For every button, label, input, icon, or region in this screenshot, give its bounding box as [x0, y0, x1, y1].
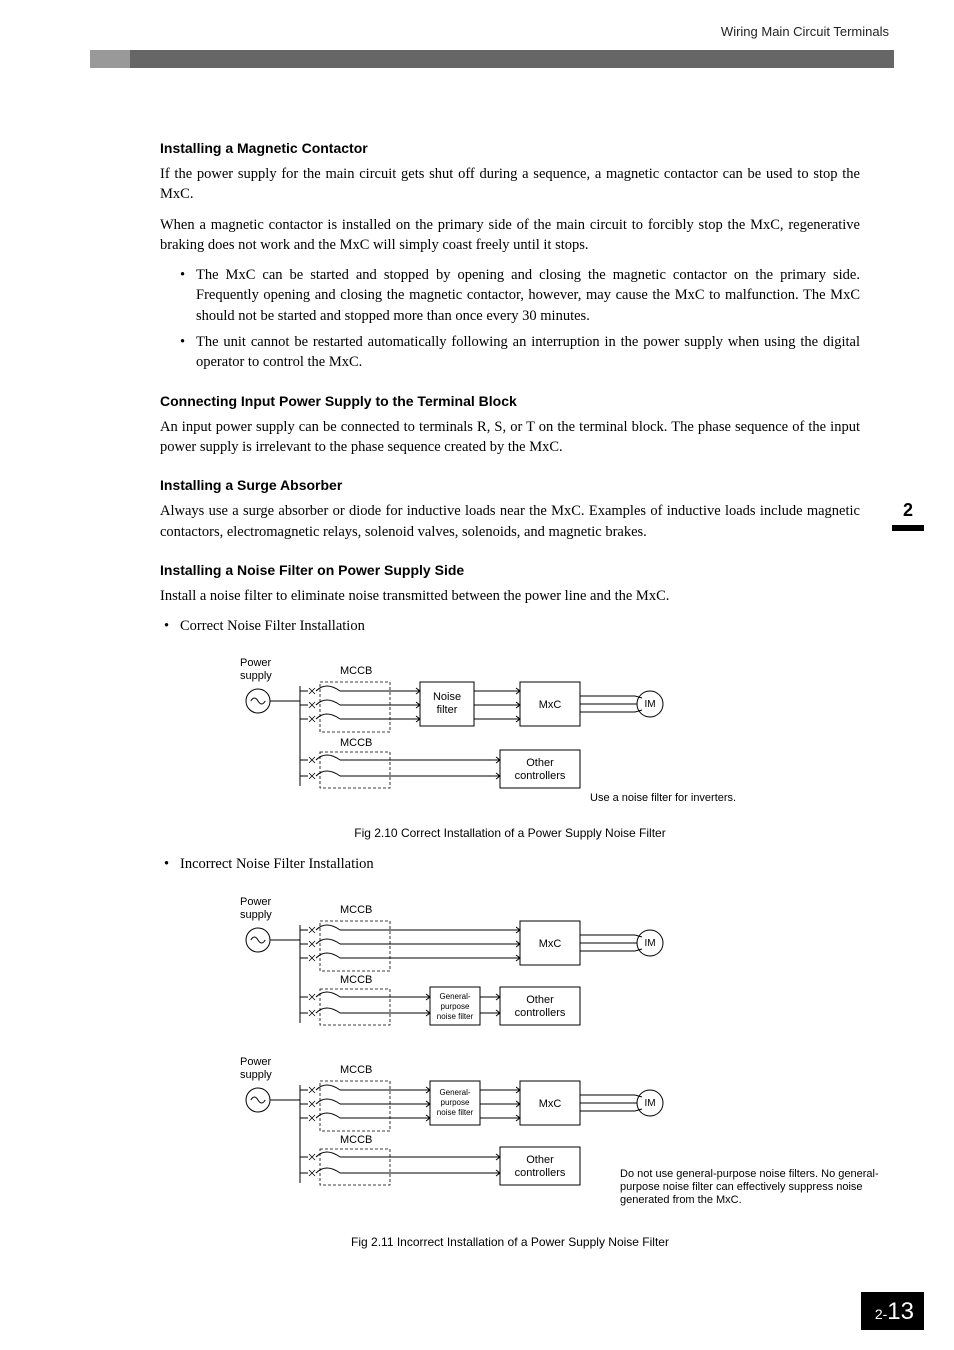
svg-text:MCCB: MCCB	[340, 974, 372, 986]
sec3-p1: Always use a surge absorber or diode for…	[160, 501, 860, 542]
svg-text:noise filter: noise filter	[437, 1012, 474, 1021]
sec2-p1: An input power supply can be connected t…	[160, 417, 860, 458]
svg-text:supply: supply	[240, 670, 272, 682]
svg-text:Power: Power	[240, 896, 272, 908]
svg-text:Noise: Noise	[433, 691, 461, 703]
svg-text:supply: supply	[240, 909, 272, 921]
sec4-bullets-1: Correct Noise Filter Installation	[164, 616, 860, 636]
sec2-title: Connecting Input Power Supply to the Ter…	[160, 393, 860, 409]
svg-text:Use a noise filter for inverte: Use a noise filter for inverters.	[590, 792, 736, 804]
svg-text:MxC: MxC	[539, 938, 562, 950]
fig2-diagram: PowersupplyMCCBMxCIMMCCBGeneral-purposen…	[220, 885, 860, 1225]
fig2-caption: Fig 2.11 Incorrect Installation of a Pow…	[160, 1235, 860, 1249]
svg-text:MxC: MxC	[539, 1098, 562, 1110]
svg-text:IM: IM	[644, 1098, 655, 1109]
svg-text:MxC: MxC	[539, 699, 562, 711]
svg-text:controllers: controllers	[515, 1167, 566, 1179]
side-tab-num: 2	[892, 500, 924, 521]
svg-text:General-: General-	[439, 992, 470, 1001]
svg-text:MCCB: MCCB	[340, 737, 372, 749]
page-number-prefix: 2-	[875, 1306, 887, 1322]
fig1-caption: Fig 2.10 Correct Installation of a Power…	[160, 826, 860, 840]
svg-text:General-: General-	[439, 1088, 470, 1097]
svg-text:MCCB: MCCB	[340, 665, 372, 677]
svg-text:generated from the MxC.: generated from the MxC.	[620, 1194, 742, 1206]
svg-text:Other: Other	[526, 757, 554, 769]
sec4-bullets-2: Incorrect Noise Filter Installation	[164, 854, 860, 874]
page-number-num: 13	[887, 1298, 914, 1325]
svg-text:Power: Power	[240, 657, 272, 669]
svg-text:IM: IM	[644, 938, 655, 949]
sec4-p1: Install a noise filter to eliminate nois…	[160, 586, 860, 606]
svg-text:filter: filter	[437, 704, 458, 716]
sec3-title: Installing a Surge Absorber	[160, 477, 860, 493]
side-tab-bar	[892, 525, 924, 531]
sec1-title: Installing a Magnetic Contactor	[160, 140, 860, 156]
sec1-p1: If the power supply for the main circuit…	[160, 164, 860, 205]
svg-text:purpose noise filter can effec: purpose noise filter can effectively sup…	[620, 1181, 863, 1193]
svg-text:controllers: controllers	[515, 1007, 566, 1019]
page-content: Installing a Magnetic Contactor If the p…	[160, 140, 860, 1263]
svg-text:MCCB: MCCB	[340, 1134, 372, 1146]
sec1-b2: The unit cannot be restarted automatical…	[180, 332, 860, 373]
fig1-diagram: Powersupply MCCB Noisefilter MxC IM MCCB Other…	[220, 646, 860, 816]
sec4-title: Installing a Noise Filter on Power Suppl…	[160, 562, 860, 578]
sec4-b2: Incorrect Noise Filter Installation	[164, 854, 860, 874]
svg-text:Other: Other	[526, 1154, 554, 1166]
svg-text:IM: IM	[644, 699, 655, 710]
header-rule	[90, 50, 894, 68]
svg-text:MCCB: MCCB	[340, 1064, 372, 1076]
svg-text:supply: supply	[240, 1069, 272, 1081]
side-tab: 2	[892, 500, 924, 531]
svg-text:noise filter: noise filter	[437, 1108, 474, 1117]
svg-text:Other: Other	[526, 994, 554, 1006]
svg-text:purpose: purpose	[441, 1098, 470, 1107]
running-head: Wiring Main Circuit Terminals	[721, 24, 889, 39]
sec4-b1: Correct Noise Filter Installation	[164, 616, 860, 636]
sec1-bullets: The MxC can be started and stopped by op…	[180, 265, 860, 372]
svg-text:MCCB: MCCB	[340, 904, 372, 916]
sec1-b1: The MxC can be started and stopped by op…	[180, 265, 860, 326]
svg-text:controllers: controllers	[515, 770, 566, 782]
sec1-p2: When a magnetic contactor is installed o…	[160, 215, 860, 256]
svg-text:Do not use general-purpose noi: Do not use general-purpose noise filters…	[620, 1168, 879, 1180]
page-number: 2-13	[861, 1292, 924, 1330]
svg-text:Power: Power	[240, 1056, 272, 1068]
svg-text:purpose: purpose	[441, 1002, 470, 1011]
